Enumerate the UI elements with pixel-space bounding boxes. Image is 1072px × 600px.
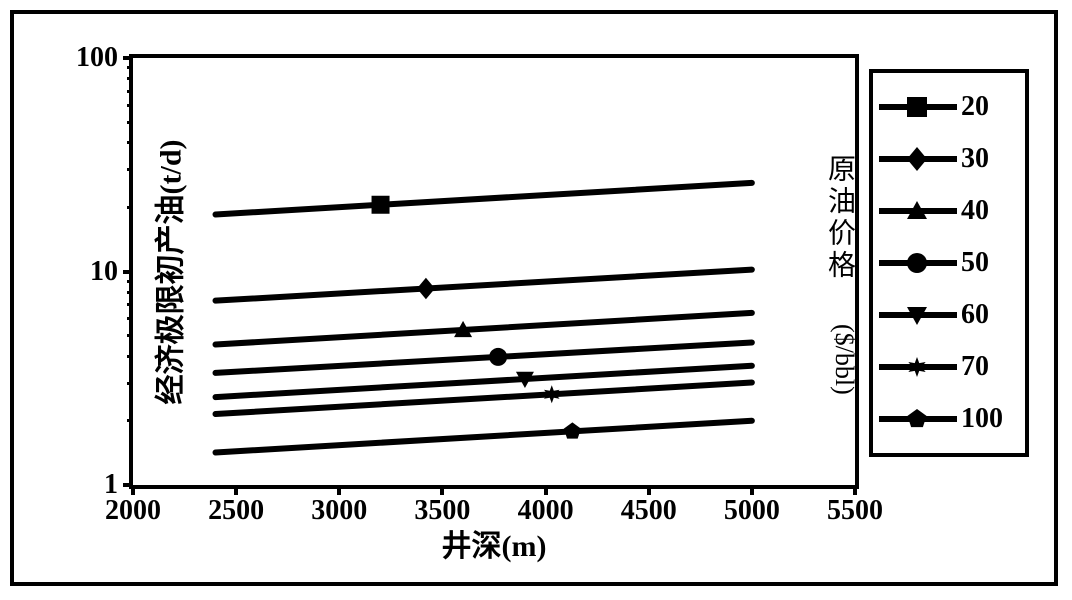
legend-row: 100 — [879, 393, 1019, 445]
series-marker — [489, 348, 507, 366]
series-line — [216, 383, 752, 415]
legend-title-sub: ($/bbl) — [829, 324, 859, 395]
series-line — [216, 313, 752, 345]
y-tick-label: 100 — [63, 42, 118, 74]
series-line — [216, 183, 752, 215]
legend-title-main: 原油价格 — [819, 154, 859, 282]
legend-swatch — [879, 243, 957, 283]
x-tick-label: 5500 — [827, 495, 883, 527]
x-tick-label: 5000 — [724, 495, 780, 527]
legend-row: 50 — [879, 237, 1019, 289]
plot-area: 经济极限初产油(t/d) 井深(m) 200025003000350040004… — [129, 54, 859, 489]
legend-row: 20 — [879, 81, 1019, 133]
series-line — [216, 421, 752, 453]
chart-frame: 经济极限初产油(t/d) 井深(m) 200025003000350040004… — [10, 10, 1058, 586]
legend-row: 40 — [879, 185, 1019, 237]
x-tick-label: 2500 — [208, 495, 264, 527]
legend-label: 40 — [961, 195, 989, 227]
series-marker — [417, 278, 435, 300]
y-axis-title: 经济极限初产油(t/d) — [146, 139, 190, 404]
legend-row: 60 — [879, 289, 1019, 341]
legend-label: 100 — [961, 403, 1003, 435]
series-marker — [372, 196, 390, 214]
legend-label: 30 — [961, 143, 989, 175]
legend-row: 70 — [879, 341, 1019, 393]
x-axis-title: 井深(m) — [442, 521, 547, 565]
legend-label: 20 — [961, 91, 989, 123]
x-tick-label: 3000 — [311, 495, 367, 527]
legend-row: 30 — [879, 133, 1019, 185]
legend-label: 60 — [961, 299, 989, 331]
legend-swatch — [879, 295, 957, 335]
y-tick-label: 1 — [63, 469, 118, 501]
x-tick-label: 3500 — [414, 495, 470, 527]
legend-swatch — [879, 347, 957, 387]
legend-swatch — [879, 399, 957, 439]
x-tick-label: 4500 — [621, 495, 677, 527]
legend-box: 20 30 40 50 60 70 100 — [869, 69, 1029, 457]
legend-swatch — [879, 139, 957, 179]
legend-swatch — [879, 87, 957, 127]
x-tick-label: 4000 — [518, 495, 574, 527]
legend-swatch — [879, 191, 957, 231]
y-tick-label: 10 — [63, 256, 118, 288]
series-marker — [564, 422, 581, 438]
legend-label: 70 — [961, 351, 989, 383]
legend-label: 50 — [961, 247, 989, 279]
